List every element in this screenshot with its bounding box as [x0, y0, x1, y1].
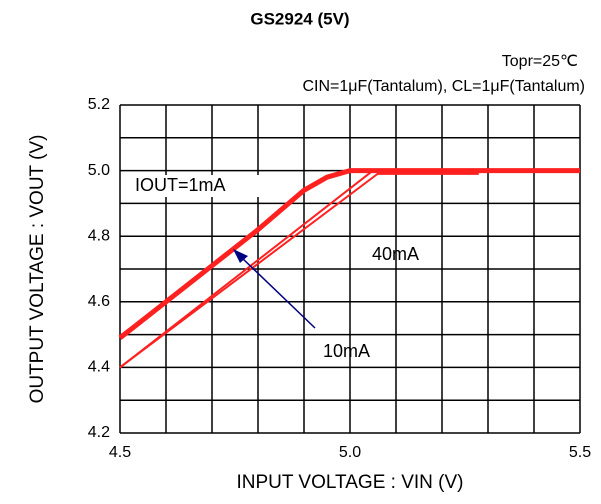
annotation: 10mA [323, 341, 370, 361]
series-line [119, 172, 479, 369]
y-tick-label: 5.2 [88, 96, 110, 113]
series-line [119, 169, 580, 369]
annotation: 40mA [372, 244, 419, 264]
x-tick-label: 4.5 [109, 444, 131, 461]
x-tick-label: 5.5 [569, 444, 591, 461]
lines [118, 168, 580, 369]
series-line [118, 168, 580, 340]
chart-title: GS2924 (5V) [250, 9, 349, 28]
arrow-head [233, 249, 248, 263]
y-tick-label: 4.6 [88, 293, 110, 310]
y-tick-label: 5.0 [88, 162, 110, 179]
subtitle: CIN=1μF(Tantalum), CL=1μF(Tantalum) [302, 78, 585, 95]
y-tick-label: 4.2 [88, 424, 110, 441]
arrow [239, 255, 316, 329]
y-tick-label: 4.8 [88, 227, 110, 244]
y-axis-label: OUTPUT VOLTAGE : VOUT (V) [27, 135, 48, 404]
y-tick-label: 4.4 [88, 359, 110, 376]
subtitle: Topr=25℃ [502, 53, 578, 70]
x-axis-label: INPUT VOLTAGE : VIN (V) [237, 472, 464, 493]
label-bg [133, 175, 263, 197]
annotation: IOUT=1mA [135, 175, 226, 195]
grid [119, 104, 581, 434]
x-tick-label: 5.0 [339, 444, 361, 461]
